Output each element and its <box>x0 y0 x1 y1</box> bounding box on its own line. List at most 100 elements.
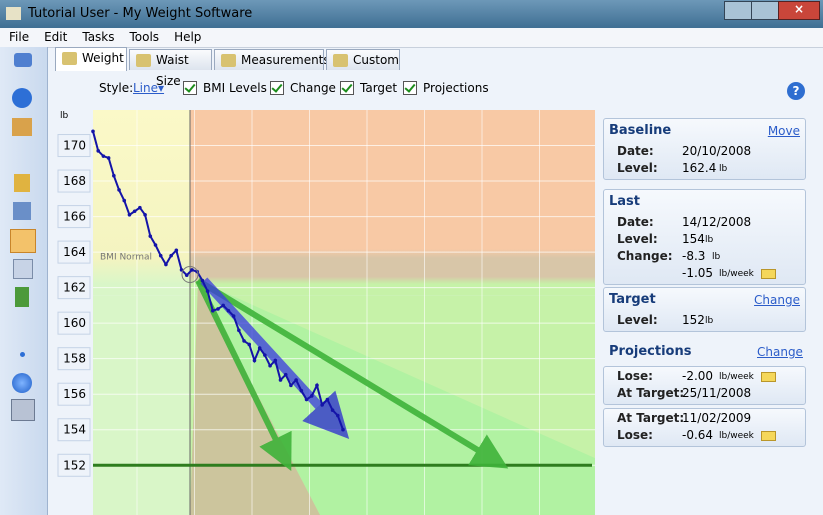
tab[interactable]: Custom <box>326 49 400 70</box>
rate-icon <box>761 372 776 382</box>
projection-box: At Target: 11/02/2009 Lose: -0.64 lb/week <box>603 408 806 447</box>
zone-history <box>93 110 190 296</box>
tab-icon <box>333 54 348 67</box>
battery-button[interactable] <box>15 287 29 307</box>
weight-point <box>117 188 121 192</box>
chart-button[interactable] <box>10 229 36 253</box>
weight-point <box>252 358 257 363</box>
weight-point <box>190 268 194 272</box>
zone-overweight <box>190 110 595 296</box>
weight-point <box>169 253 173 258</box>
weight-point <box>101 154 106 158</box>
window-title: Tutorial User - My Weight Software <box>28 6 253 21</box>
menu-bar: File Edit Tasks Tools Help <box>0 28 823 48</box>
y-tick-box <box>57 311 91 335</box>
tab[interactable]: Waist Size <box>129 49 212 88</box>
menu-item[interactable]: Edit <box>44 30 68 44</box>
menu-item[interactable]: Tasks <box>82 30 115 44</box>
row-value: 11/02/2009 <box>682 411 752 425</box>
panel: Last Date: 14/12/2008 Level: 154 lb Change: -8.… <box>603 189 806 285</box>
back-button[interactable] <box>12 88 32 108</box>
close-button[interactable]: × <box>778 1 820 20</box>
separator-dot <box>20 352 25 357</box>
row-value: 25/11/2008 <box>682 386 752 400</box>
tab[interactable]: Weight <box>55 47 127 71</box>
row-unit: lb <box>705 235 714 245</box>
row-value: 20/10/2008 <box>682 144 752 158</box>
checkbox-label: BMI Levels <box>203 81 267 95</box>
weight-point <box>184 273 189 277</box>
y-tick-box <box>57 276 91 300</box>
weight-chart: lb 152 154 156 158 160 162 164 166 168 170 BMI Norm… <box>57 110 595 515</box>
y-tick-label: 170 <box>63 139 86 153</box>
projections-action[interactable]: Change <box>757 345 803 359</box>
panel-action[interactable]: Move <box>767 124 800 138</box>
checkbox[interactable] <box>183 81 197 95</box>
edit-button[interactable] <box>14 174 30 192</box>
weight-point <box>200 278 205 283</box>
row-value: 14/12/2008 <box>682 215 752 229</box>
weight-point <box>91 129 95 134</box>
menu-item[interactable]: Tools <box>129 30 160 44</box>
projection-arrow <box>196 277 509 469</box>
home-button[interactable] <box>12 118 32 136</box>
y-tick-box <box>57 382 91 406</box>
weight-point <box>309 394 314 398</box>
weight-point <box>205 289 210 293</box>
globe-button[interactable] <box>12 373 32 393</box>
weight-point <box>158 253 163 258</box>
print-button[interactable] <box>11 399 35 421</box>
checkbox[interactable] <box>340 81 354 95</box>
weight-point <box>273 358 278 363</box>
weight-point <box>320 403 324 407</box>
row-label: Level: <box>617 161 658 175</box>
checkbox-label: Change <box>290 81 336 95</box>
weight-point <box>210 308 215 313</box>
menu-item[interactable]: File <box>9 30 30 44</box>
calendar-button[interactable] <box>13 259 33 279</box>
row-label: Level: <box>617 232 658 246</box>
tab-icon <box>136 54 151 67</box>
help-button[interactable]: ? <box>787 82 805 100</box>
row-label: Level: <box>617 313 658 327</box>
panel-action[interactable]: Change <box>754 293 800 307</box>
weight-point <box>96 149 101 153</box>
weight-point <box>231 314 236 318</box>
weight-point <box>153 243 158 247</box>
maximize-button[interactable] <box>751 1 779 20</box>
weight-point <box>216 307 220 311</box>
projection-box: Lose: -2.00 lb/week At Target: 25/11/2008 <box>603 366 806 405</box>
y-tick-label: 152 <box>63 458 86 472</box>
row-label: Change: <box>617 249 673 263</box>
row-unit: lb/week <box>719 372 754 382</box>
weight-point <box>148 234 153 238</box>
weight-point <box>164 262 168 267</box>
checkbox[interactable] <box>403 81 417 95</box>
weight-point <box>237 328 241 333</box>
notes-button[interactable] <box>13 202 31 220</box>
row-value: -8.3 <box>682 249 706 263</box>
tab-label: Waist Size <box>156 53 189 88</box>
zone-history-normal <box>93 295 190 515</box>
y-tick-box <box>57 205 91 229</box>
menu-item[interactable]: Help <box>174 30 202 44</box>
weight-point <box>263 353 267 357</box>
weight-point <box>174 248 179 253</box>
left-toolbar <box>0 47 48 515</box>
tab[interactable]: Measurements <box>214 49 330 70</box>
tab-label: Custom <box>353 53 399 67</box>
row-value: -1.05 <box>682 266 714 280</box>
projections-title: Projections <box>609 344 692 359</box>
pin-icon[interactable] <box>14 53 32 67</box>
tab-label: Weight <box>82 51 124 65</box>
weight-point <box>294 378 298 382</box>
minimize-button[interactable] <box>724 1 752 20</box>
checkbox[interactable] <box>270 81 284 95</box>
y-tick-box <box>57 169 91 193</box>
style-dropdown[interactable]: Line▾ <box>133 81 165 95</box>
row-label: At Target: <box>617 411 685 425</box>
y-tick-label: 164 <box>63 245 86 259</box>
weight-point <box>330 408 335 412</box>
row-label: Lose: <box>617 428 653 442</box>
weight-point <box>299 388 304 393</box>
